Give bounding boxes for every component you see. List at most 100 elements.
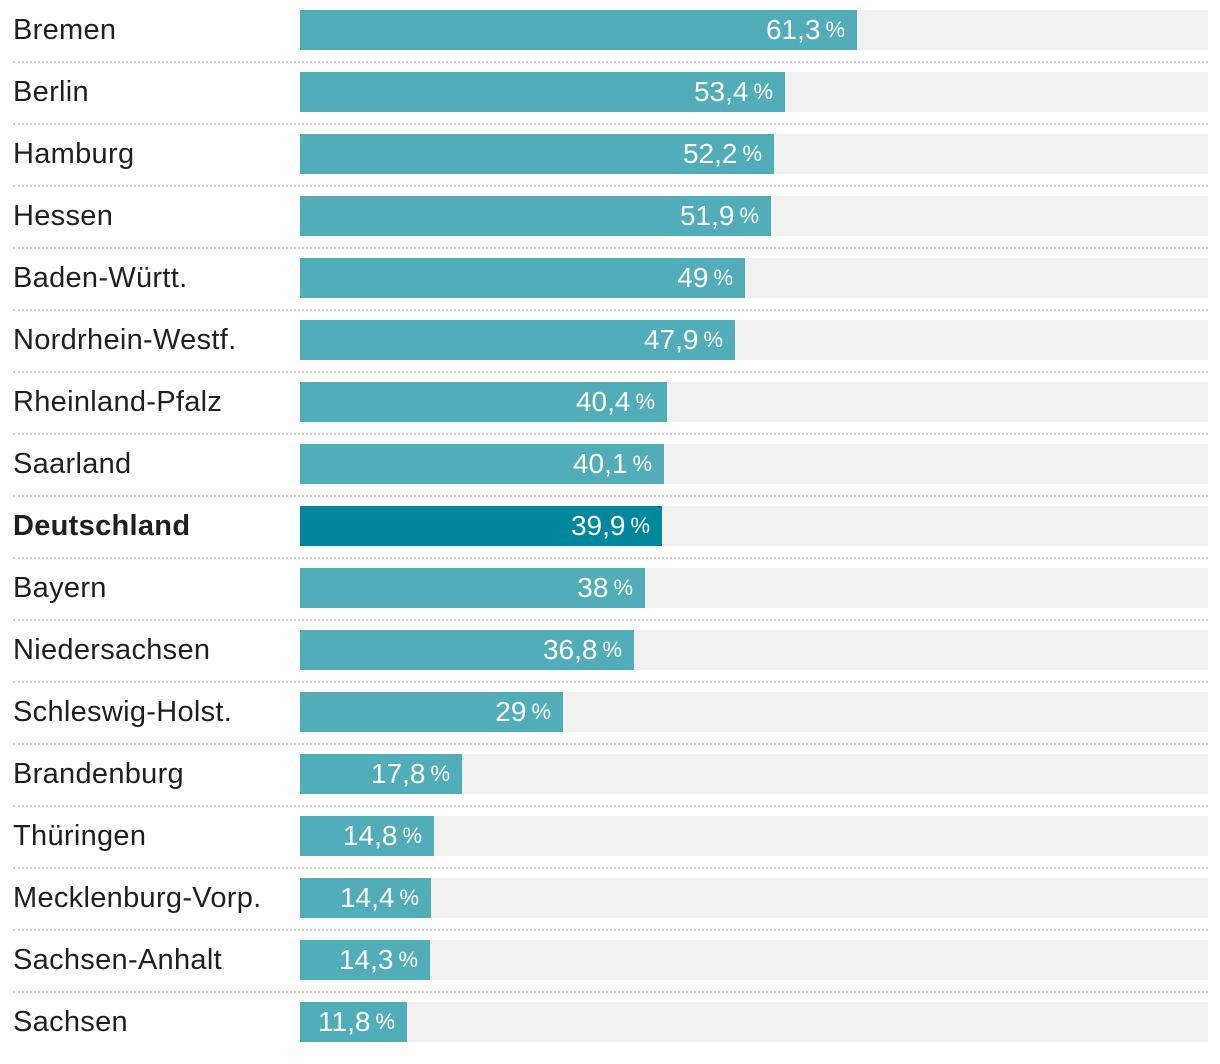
bar-row: Sachsen 11,8% <box>0 1002 1220 1064</box>
bar: 29% <box>300 692 563 732</box>
bar-row: Baden-Württ. 49% <box>0 258 1220 320</box>
percent-unit: % <box>375 1009 395 1034</box>
bar-track: 61,3% <box>300 10 1208 50</box>
bar-track: 40,1% <box>300 444 1208 484</box>
bar: 39,9% <box>300 506 662 546</box>
value-number: 39,9 <box>570 510 626 541</box>
bar-track: 39,9% <box>300 506 1208 546</box>
value-number: 36,8 <box>542 634 598 665</box>
row-divider <box>13 433 1208 435</box>
row-divider <box>13 371 1208 373</box>
percent-unit: % <box>402 823 422 848</box>
percent-unit: % <box>635 389 655 414</box>
bar-row-highlight: Deutschland 39,9% <box>0 506 1220 568</box>
bar-track: 14,8% <box>300 816 1208 856</box>
category-label: Bayern <box>13 572 107 604</box>
percent-unit: % <box>399 885 419 910</box>
value-label: 52,2% <box>683 134 762 174</box>
value-label: 36,8% <box>543 630 622 670</box>
value-label: 40,1% <box>573 444 652 484</box>
value-number: 14,8 <box>342 820 398 851</box>
bar: 40,4% <box>300 382 667 422</box>
bar-row: Schleswig-Holst. 29% <box>0 692 1220 754</box>
row-divider <box>13 743 1208 745</box>
bar-track: 36,8% <box>300 630 1208 670</box>
row-divider <box>13 991 1208 993</box>
row-divider <box>13 619 1208 621</box>
bar-row: Brandenburg 17,8% <box>0 754 1220 816</box>
bar-row: Saarland 40,1% <box>0 444 1220 506</box>
category-label: Schleswig-Holst. <box>13 696 233 728</box>
bar: 14,4% <box>300 878 431 918</box>
bar-row: Sachsen-Anhalt 14,3% <box>0 940 1220 1002</box>
bar: 51,9% <box>300 196 771 236</box>
percent-unit: % <box>739 203 759 228</box>
category-label: Thüringen <box>13 820 147 852</box>
value-number: 51,9 <box>679 200 735 231</box>
category-label: Saarland <box>13 448 132 480</box>
category-label: Berlin <box>13 76 89 108</box>
bar: 49% <box>300 258 745 298</box>
value-label: 61,3% <box>766 10 845 50</box>
percent-unit: % <box>703 327 723 352</box>
row-divider <box>13 123 1208 125</box>
percent-unit: % <box>753 79 773 104</box>
row-divider <box>13 495 1208 497</box>
bar-track: 53,4% <box>300 72 1208 112</box>
row-divider <box>13 61 1208 63</box>
bar: 14,3% <box>300 940 430 980</box>
value-number: 38 <box>577 572 609 603</box>
percent-unit: % <box>531 699 551 724</box>
bar: 17,8% <box>300 754 462 794</box>
value-number: 53,4 <box>693 76 749 107</box>
value-number: 52,2 <box>682 138 738 169</box>
category-label: Mecklenburg-Vorp. <box>13 882 262 914</box>
value-label: 53,4% <box>694 72 773 112</box>
bar-track: 29% <box>300 692 1208 732</box>
percent-unit: % <box>632 451 652 476</box>
bar-row: Mecklenburg-Vorp. 14,4% <box>0 878 1220 940</box>
value-number: 47,9 <box>643 324 699 355</box>
category-label: Brandenburg <box>13 758 184 790</box>
bar: 14,8% <box>300 816 434 856</box>
bar: 53,4% <box>300 72 785 112</box>
category-label: Sachsen-Anhalt <box>13 944 222 976</box>
value-label: 51,9% <box>680 196 759 236</box>
bar-row: Bayern 38% <box>0 568 1220 630</box>
bar: 11,8% <box>300 1002 407 1042</box>
value-number: 29 <box>495 696 527 727</box>
percent-unit: % <box>602 637 622 662</box>
bar-track: 49% <box>300 258 1208 298</box>
value-label: 38% <box>577 568 633 608</box>
row-divider <box>13 929 1208 931</box>
percent-unit: % <box>742 141 762 166</box>
bar-row: Bremen 61,3% <box>0 10 1220 72</box>
value-label: 14,3% <box>339 940 418 980</box>
row-divider <box>13 247 1208 249</box>
value-label: 49% <box>677 258 733 298</box>
bar-track: 38% <box>300 568 1208 608</box>
value-number: 49 <box>677 262 709 293</box>
bar-track: 51,9% <box>300 196 1208 236</box>
bar-row: Rheinland-Pfalz 40,4% <box>0 382 1220 444</box>
bar-track: 14,3% <box>300 940 1208 980</box>
bar: 52,2% <box>300 134 774 174</box>
category-label: Rheinland-Pfalz <box>13 386 223 418</box>
value-number: 17,8 <box>370 758 426 789</box>
category-label: Bremen <box>13 14 117 46</box>
bar-track: 17,8% <box>300 754 1208 794</box>
percent-unit: % <box>430 761 450 786</box>
category-label: Hessen <box>13 200 114 232</box>
bar-row: Thüringen 14,8% <box>0 816 1220 878</box>
bar-track: 11,8% <box>300 1002 1208 1042</box>
bar-row: Hessen 51,9% <box>0 196 1220 258</box>
row-divider <box>13 309 1208 311</box>
percent-unit: % <box>825 17 845 42</box>
row-divider <box>13 867 1208 869</box>
value-label: 14,8% <box>343 816 422 856</box>
value-number: 61,3 <box>765 14 821 45</box>
bar: 61,3% <box>300 10 857 50</box>
bar: 47,9% <box>300 320 735 360</box>
category-label: Sachsen <box>13 1006 128 1038</box>
value-label: 47,9% <box>644 320 723 360</box>
